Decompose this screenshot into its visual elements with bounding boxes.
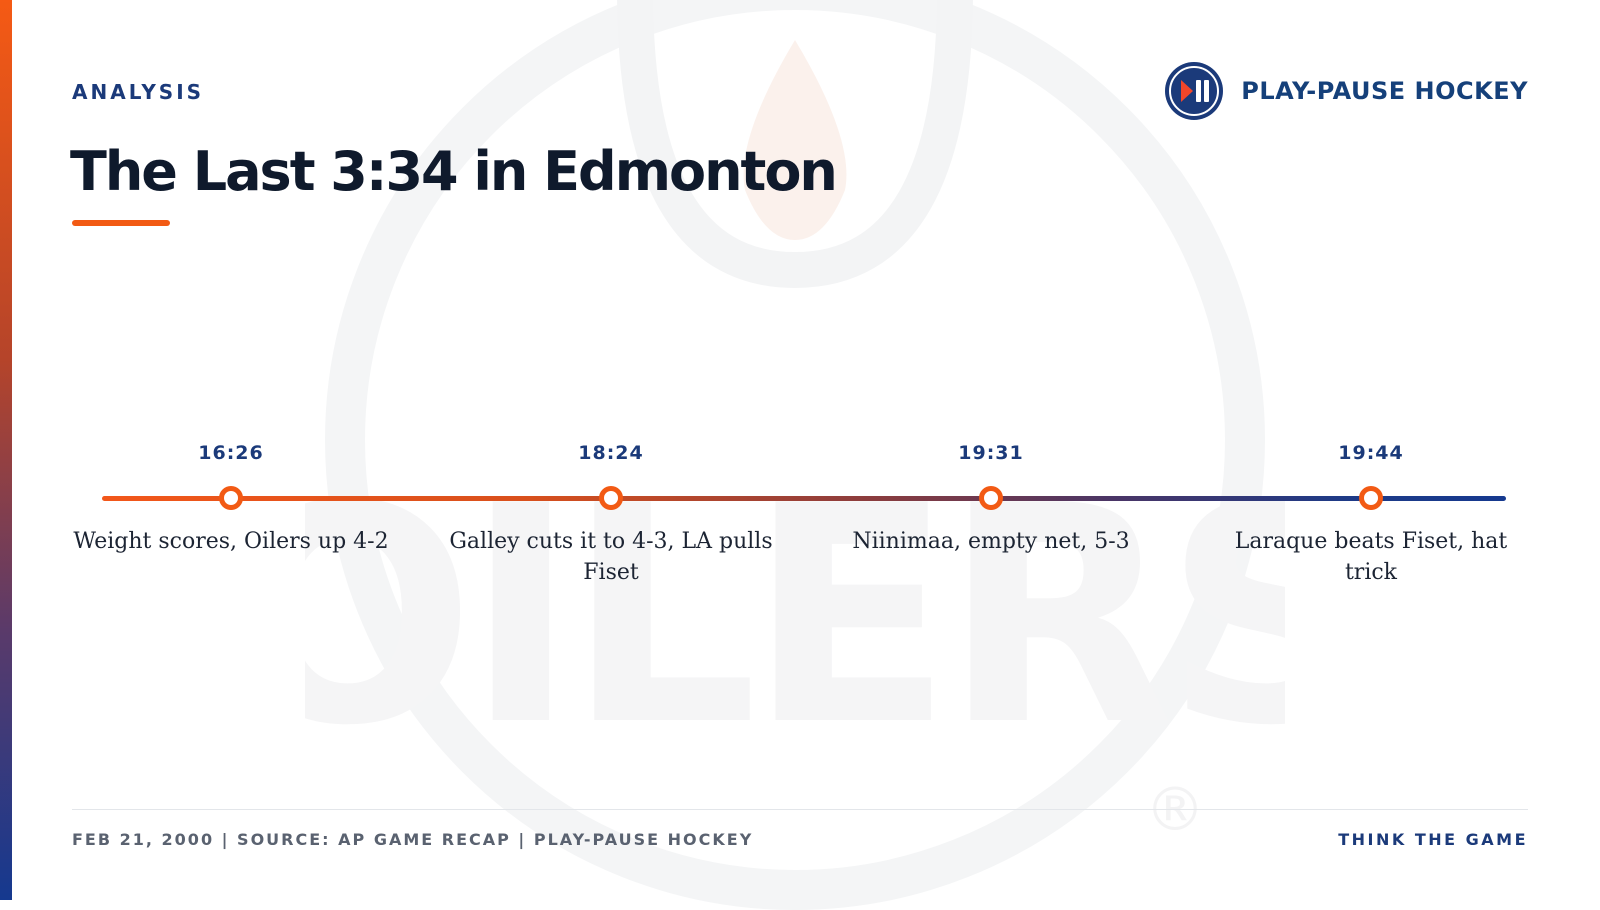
title-underline <box>72 220 170 226</box>
left-accent-stripe <box>0 0 12 900</box>
footer-tagline: THINK THE GAME <box>1338 830 1528 849</box>
watermark-text: OILERS <box>305 442 1285 791</box>
timeline-line <box>102 496 1506 501</box>
event-description: Laraque beats Fiset, hat trick <box>1234 529 1508 585</box>
event-description: Niinimaa, empty net, 5-3 <box>852 529 1130 554</box>
event-time: 19:31 <box>958 442 1024 464</box>
watermark-registered-mark: ® <box>1145 775 1205 845</box>
event-description: Galley cuts it to 4-3, LA pulls Fiset <box>449 529 773 585</box>
event-marker <box>599 486 623 510</box>
brand-name: PLAY-PAUSE HOCKEY <box>1241 77 1528 105</box>
event-marker <box>979 486 1003 510</box>
section-kicker: ANALYSIS <box>72 80 205 104</box>
event-marker <box>1359 486 1383 510</box>
event-time: 16:26 <box>198 442 264 464</box>
footer-divider <box>72 809 1528 810</box>
play-pause-icon <box>1165 62 1224 120</box>
brand-lockup: PLAY-PAUSE HOCKEY <box>1163 60 1528 122</box>
event-time: 19:44 <box>1338 442 1404 464</box>
footer-source: FEB 21, 2000 | SOURCE: AP GAME RECAP | P… <box>72 830 754 849</box>
event-marker <box>219 486 243 510</box>
event-description: Weight scores, Oilers up 4-2 <box>73 529 389 554</box>
page-title: The Last 3:34 in Edmonton <box>70 140 838 203</box>
event-time: 18:24 <box>578 442 644 464</box>
